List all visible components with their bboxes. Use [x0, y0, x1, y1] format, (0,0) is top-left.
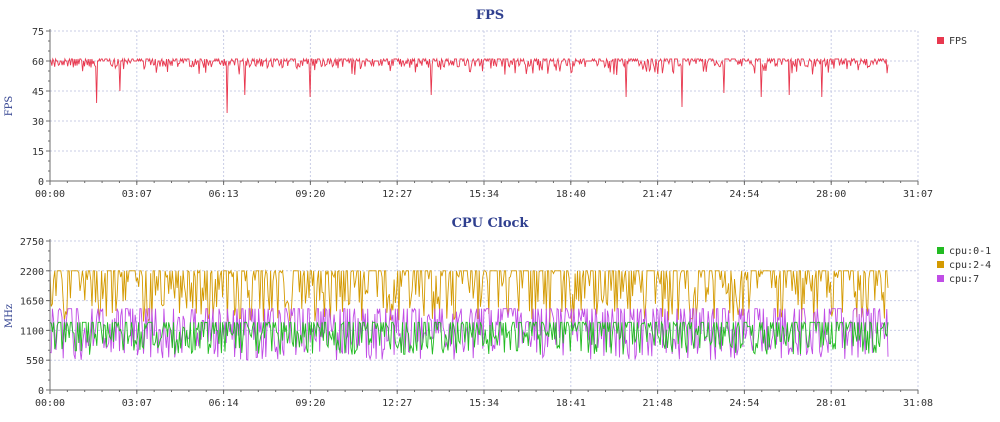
legend-swatch: [937, 275, 944, 282]
cpu-clock-chart-title: CPU Clock: [452, 216, 530, 231]
x-tick-label: 15:34: [469, 398, 499, 409]
y-tick-label: 550: [26, 356, 44, 367]
fps-chart-title: FPS: [476, 8, 504, 23]
x-tick-label: 28:00: [816, 189, 846, 200]
y-tick-label: 2750: [20, 237, 44, 248]
legend-swatch: [937, 37, 944, 44]
x-tick-label: 03:07: [122, 189, 152, 200]
y-tick-label: 30: [32, 117, 44, 128]
fps-series-line: [49, 57, 889, 114]
y-tick-label: 0: [38, 386, 44, 397]
y-tick-label: 15: [32, 147, 44, 158]
x-tick-label: 06:13: [209, 189, 239, 200]
x-tick-label: 18:41: [556, 398, 586, 409]
fps-y-axis-label: FPS: [4, 96, 15, 117]
cpu-series-group: [49, 269, 889, 361]
x-tick-label: 31:07: [903, 189, 933, 200]
cpu-y-axis-label: MHz: [4, 304, 15, 328]
cpu-2-4-series-line: [49, 269, 889, 323]
x-tick-label: 21:47: [643, 189, 673, 200]
y-tick-label: 45: [32, 87, 44, 98]
x-tick-label: 24:54: [729, 189, 759, 200]
legend-label: cpu:0-1: [949, 246, 991, 257]
x-tick-label: 00:00: [35, 398, 65, 409]
fps-series-group: [49, 57, 889, 114]
fps-legend: FPS: [937, 36, 967, 47]
y-tick-label: 1100: [20, 326, 44, 337]
x-tick-label: 28:01: [816, 398, 846, 409]
legend-label: cpu:2-4: [949, 260, 991, 271]
x-tick-label: 12:27: [382, 189, 412, 200]
y-tick-label: 1650: [20, 297, 44, 308]
cpu-axes: 0 550 1100 1650 2200 2750 00:00 03:07 06:14 09:20…: [20, 237, 933, 409]
y-tick-label: 0: [38, 177, 44, 188]
x-tick-label: 15:34: [469, 189, 499, 200]
x-tick-label: 03:07: [122, 398, 152, 409]
x-tick-label: 00:00: [35, 189, 65, 200]
x-tick-label: 09:20: [295, 189, 325, 200]
cpu-0-1-series-line: [49, 320, 889, 355]
legend-label: cpu:7: [949, 274, 979, 285]
x-tick-label: 31:08: [903, 398, 933, 409]
x-tick-label: 18:40: [556, 189, 586, 200]
fps-chart: FPS FPS 0 15 30 45 60 75 00:00 03:07 06:13 09:20 1…: [4, 8, 967, 200]
x-tick-label: 21:48: [643, 398, 673, 409]
x-tick-label: 24:54: [729, 398, 759, 409]
fps-axes: 0 15 30 45 60 75 00:00 03:07 06:13 09:20 12:27 15:3…: [32, 27, 933, 200]
x-tick-label: 06:14: [209, 398, 239, 409]
x-tick-label: 12:27: [382, 398, 412, 409]
legend-label: FPS: [949, 36, 967, 47]
x-tick-label: 09:20: [295, 398, 325, 409]
y-tick-label: 2200: [20, 267, 44, 278]
cpu-legend: cpu:0-1 cpu:2-4 cpu:7: [937, 246, 991, 285]
y-tick-label: 75: [32, 27, 44, 38]
y-tick-label: 60: [32, 57, 44, 68]
legend-swatch: [937, 247, 944, 254]
fps-gridlines: [50, 30, 919, 181]
legend-swatch: [937, 261, 944, 268]
